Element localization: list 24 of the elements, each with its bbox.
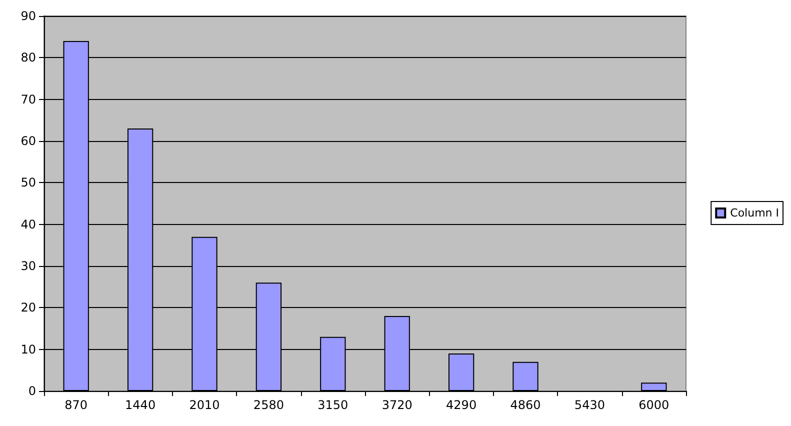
x-tick-label: 1440 xyxy=(125,398,156,412)
y-tick-label: 0 xyxy=(28,384,36,398)
x-tick-label: 2580 xyxy=(253,398,284,412)
y-tick-label: 80 xyxy=(20,50,36,65)
x-tick-label: 870 xyxy=(64,398,88,412)
bar xyxy=(641,382,667,391)
bar xyxy=(448,354,474,391)
y-tick-label: 60 xyxy=(20,134,36,148)
y-tick-label: 40 xyxy=(20,217,36,232)
x-tick-label: 4290 xyxy=(446,398,477,412)
x-tick-label: 3720 xyxy=(382,398,412,412)
bar xyxy=(512,362,538,391)
y-tick-label: 50 xyxy=(20,176,36,190)
y-tick-label: 90 xyxy=(20,9,36,23)
y-tick-label: 30 xyxy=(20,259,36,273)
y-tick-label: 20 xyxy=(20,300,36,315)
x-tick-label: 2010 xyxy=(189,398,220,412)
legend-label: Column I xyxy=(730,206,780,220)
x-tick-label: 3150 xyxy=(318,398,348,412)
y-tick-label: 10 xyxy=(20,342,36,356)
y-tick-label: 70 xyxy=(20,92,36,106)
x-tick-label: 6000 xyxy=(638,398,670,412)
x-tick-label: 5430 xyxy=(574,398,605,412)
x-tick-label: 4860 xyxy=(510,398,541,412)
